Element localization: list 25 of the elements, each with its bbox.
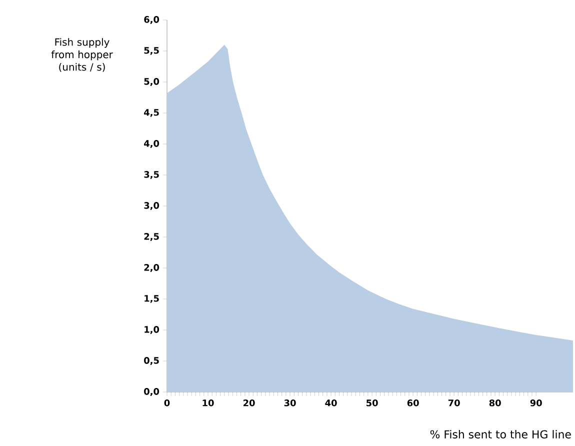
x-tick-label: 30 xyxy=(284,400,296,406)
x-tick-label: 90 xyxy=(530,400,542,406)
y-tick-label: 1,0 xyxy=(144,326,160,334)
x-tick-label: 40 xyxy=(325,400,337,406)
y-tick-label: 2,5 xyxy=(144,233,159,241)
y-tick-label: 5,0 xyxy=(144,78,160,86)
y-tick-label: 0,0 xyxy=(144,388,160,396)
y-tick-label: 4,5 xyxy=(144,109,159,117)
x-axis-title: % Fish sent to the HG line xyxy=(430,430,571,438)
y-tick-label: 5,5 xyxy=(144,47,159,55)
y-tick-label: 3,0 xyxy=(144,202,160,210)
x-tick-label: 80 xyxy=(489,400,501,406)
x-tick-label: 60 xyxy=(407,400,419,406)
y-tick-label: 0,5 xyxy=(144,357,159,365)
x-tick-label: 10 xyxy=(202,400,214,406)
y-tick-label: 1,5 xyxy=(144,295,159,303)
x-tick-label: 70 xyxy=(448,400,460,406)
x-tick-label: 0 xyxy=(164,400,170,406)
y-tick-label: 2,0 xyxy=(144,264,160,272)
y-tick-label: 6,0 xyxy=(144,16,160,24)
y-axis-title: Fish supply from hopper (units / s) xyxy=(51,38,113,72)
y-tick-label: 3,5 xyxy=(144,171,159,179)
y-tick-label: 4,0 xyxy=(144,140,160,148)
x-tick-label: 50 xyxy=(366,400,378,406)
x-tick-label: 20 xyxy=(243,400,255,406)
